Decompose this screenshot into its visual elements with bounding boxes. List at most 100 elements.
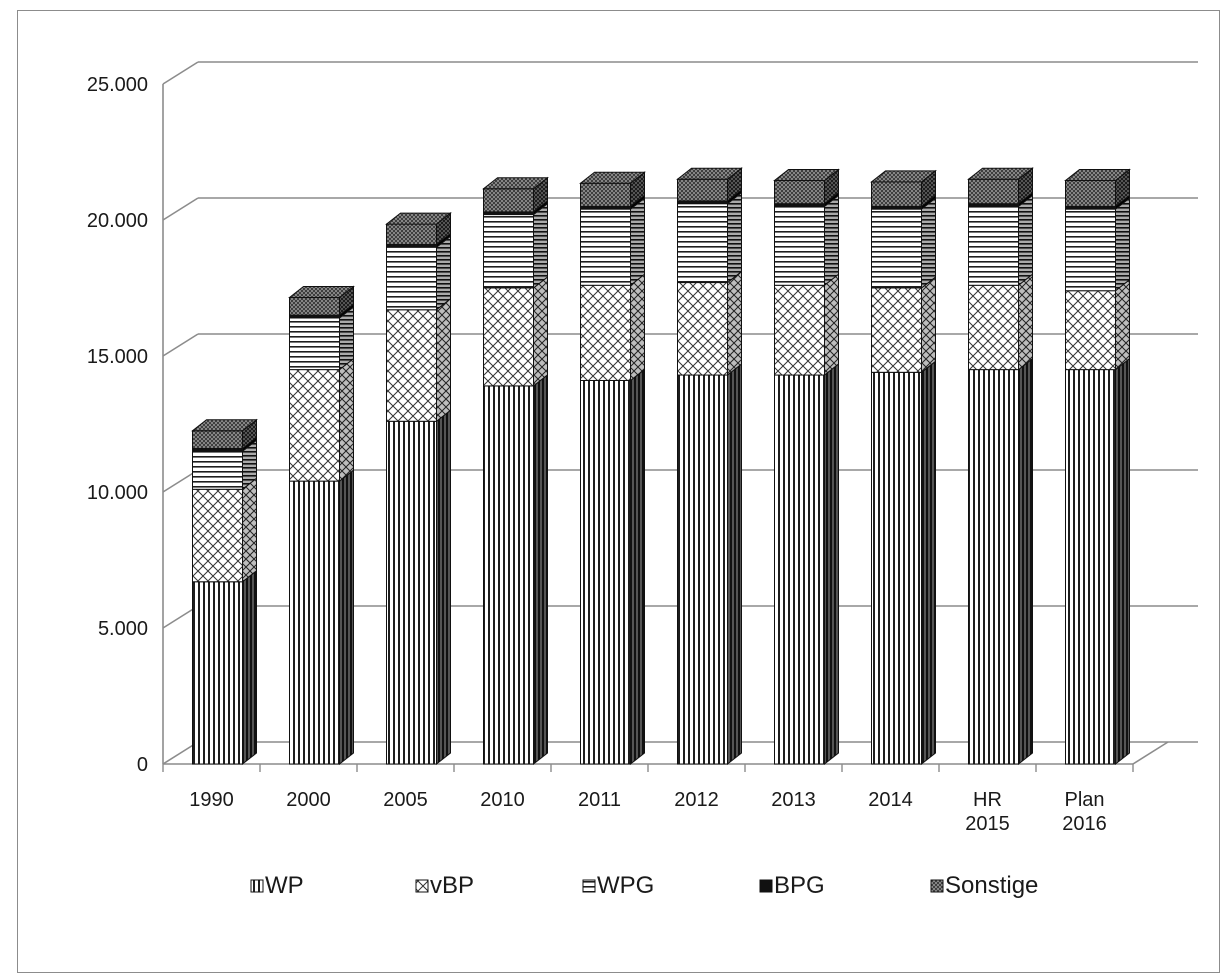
- legend-label: Sonstige: [945, 872, 1038, 899]
- legend-swatch: [930, 879, 944, 893]
- bar-side: [533, 202, 548, 290]
- bar-top: [288, 286, 355, 299]
- bar-top: [482, 177, 549, 190]
- bar-front: [968, 205, 1019, 286]
- bar-side: [533, 373, 548, 766]
- chart-frame: 0 5.000 10.000 15.000 20.000 25.000 1990 2000 2…: [17, 10, 1220, 973]
- bar-front: [1065, 369, 1116, 765]
- bar-front: [580, 208, 631, 286]
- bar-front: [289, 369, 340, 482]
- bar-front: [871, 371, 922, 765]
- bar-front: [871, 181, 922, 207]
- bar-front: [580, 182, 631, 207]
- bar-front: [192, 488, 243, 583]
- y-tick-label: 0: [137, 754, 148, 776]
- bar-side: [824, 194, 839, 287]
- bar-side: [921, 360, 936, 766]
- bar-side: [242, 569, 257, 766]
- bar-front: [580, 284, 631, 381]
- bar-stack: [385, 212, 452, 766]
- bar-front: [289, 480, 340, 765]
- bar-front: [968, 284, 1019, 371]
- bar-front: [386, 309, 437, 422]
- bar-top: [1064, 169, 1131, 182]
- bar-side: [436, 409, 451, 766]
- bar-side: [1018, 194, 1033, 287]
- bar-side: [436, 297, 451, 423]
- legend-label: WP: [265, 872, 304, 899]
- y-tick-label: 5.000: [98, 618, 148, 640]
- x-tick-label: 2011: [578, 789, 621, 811]
- bar-stack: [191, 418, 258, 766]
- x-tick-label: 2000: [286, 789, 331, 811]
- bar-top: [385, 212, 452, 225]
- legend-swatch: [582, 879, 596, 893]
- bar-side: [630, 197, 645, 287]
- bar-side: [630, 368, 645, 766]
- bar-top: [191, 419, 258, 432]
- bar-top: [579, 171, 646, 184]
- y-tick-label: 20.000: [87, 210, 148, 232]
- bar-segment-wp: [386, 409, 451, 766]
- x-tick-label: Plan 2016: [1062, 789, 1107, 835]
- gridline-diag: [162, 197, 199, 221]
- bar-segment-sonstige: [192, 418, 257, 450]
- bar-side: [1115, 357, 1130, 766]
- bar-side: [727, 270, 742, 377]
- legend-label: BPG: [774, 872, 825, 899]
- bar-side: [533, 275, 548, 387]
- bar-front: [968, 369, 1019, 765]
- legend-item-bpg: BPG: [759, 872, 825, 899]
- bar-front: [774, 180, 825, 205]
- y-tick-label: 10.000: [87, 482, 148, 504]
- bar-segment-wpg: [580, 197, 645, 287]
- legend: WP vBP WPG BPG Sonstige: [250, 872, 1038, 899]
- x-tick-label: 1990: [189, 789, 234, 811]
- bar-top: [676, 167, 743, 180]
- bar-front: [677, 374, 728, 765]
- bars-group: [191, 167, 1131, 766]
- bar-front: [1065, 180, 1116, 207]
- bar-stack: [482, 176, 549, 766]
- bar-segment-vbp: [192, 477, 257, 583]
- bar-front: [483, 287, 534, 387]
- bar-stack: [870, 169, 937, 766]
- x-tick-label: 2014: [868, 789, 913, 811]
- bar-side: [727, 363, 742, 766]
- bar-stack: [967, 167, 1034, 766]
- x-tick-label: 2010: [480, 789, 525, 811]
- bar-front: [192, 430, 243, 449]
- bar-segment-sonstige: [1065, 168, 1130, 208]
- legend-item-sonstige: Sonstige: [930, 872, 1038, 899]
- bar-front: [289, 297, 340, 316]
- floor-edge: [1132, 741, 1169, 765]
- y-axis-tick-labels: 0 5.000 10.000 15.000 20.000 25.000: [87, 74, 148, 776]
- bar-segment-vbp: [1065, 278, 1130, 371]
- bar-stack: [676, 167, 743, 766]
- bar-front: [677, 178, 728, 202]
- bar-front: [192, 581, 243, 765]
- bar-front: [580, 379, 631, 765]
- x-tick-label: 2013: [771, 789, 816, 811]
- bar-segment-wpg: [774, 194, 839, 287]
- x-axis-category-labels: 1990 2000 2005 2010 2011 2012 2013 2014 HR 2015 Pl…: [189, 789, 1107, 835]
- bar-segment-vbp: [483, 275, 548, 387]
- bar-front: [289, 317, 340, 371]
- bar-top: [773, 169, 840, 182]
- legend-item-wpg: WPG: [582, 872, 654, 899]
- bar-front: [774, 205, 825, 286]
- bar-side: [436, 235, 451, 311]
- bar-front: [483, 385, 534, 765]
- bar-segment-wp: [871, 360, 936, 766]
- bar-segment-wp: [289, 469, 354, 766]
- bar-side: [1018, 357, 1033, 766]
- bar-segment-vbp: [289, 357, 354, 483]
- bar-segment-wp: [483, 373, 548, 766]
- bar-front: [192, 450, 243, 490]
- x-tick-label: HR 2015: [965, 789, 1010, 835]
- bar-segment-wpg: [192, 439, 257, 491]
- bar-segment-wp: [774, 363, 839, 766]
- bar-front: [483, 188, 534, 213]
- bar-front: [483, 214, 534, 289]
- bar-side: [630, 273, 645, 382]
